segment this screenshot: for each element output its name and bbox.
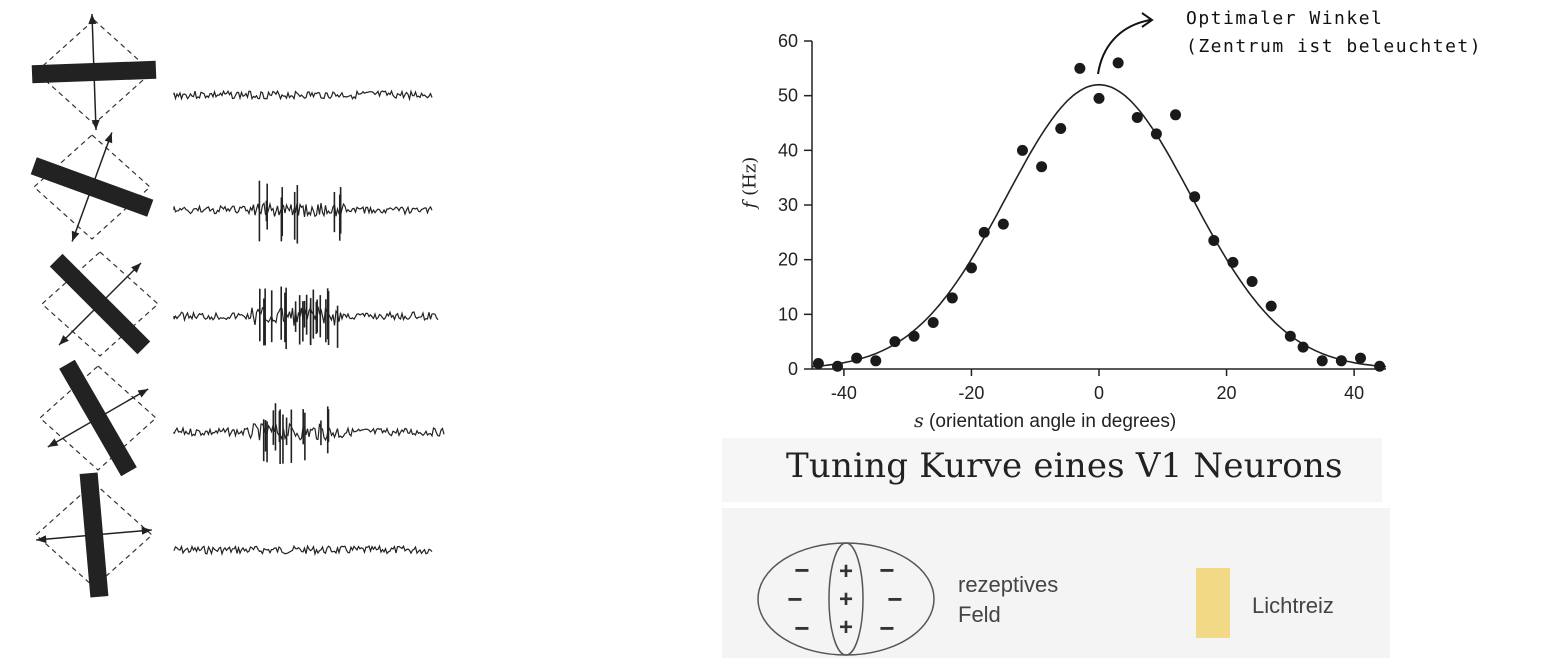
receptive-field-label-2: Feld bbox=[958, 602, 1001, 627]
off-region-sign: − bbox=[887, 584, 902, 614]
y-axis-unit: (Hz) bbox=[739, 156, 761, 196]
receptive-field-label-1: rezeptives bbox=[958, 572, 1059, 597]
data-point bbox=[1297, 341, 1309, 353]
receptive-field-legend: − −− −− −+++ bbox=[757, 542, 935, 656]
title-panel bbox=[722, 438, 1382, 502]
receptive-field-outline bbox=[41, 251, 159, 357]
arrowhead bbox=[71, 230, 80, 242]
x-axis-label: s (orientation angle in degrees) bbox=[914, 410, 1176, 433]
spike-trace bbox=[173, 89, 433, 102]
data-point bbox=[1208, 235, 1220, 247]
motion-arrow bbox=[91, 14, 97, 130]
x-tick-label: 20 bbox=[1217, 383, 1237, 403]
arrowhead bbox=[137, 389, 149, 398]
data-point bbox=[1227, 256, 1239, 268]
data-point bbox=[946, 292, 958, 304]
off-region-sign: − bbox=[879, 555, 894, 585]
data-point bbox=[1265, 300, 1277, 312]
data-point bbox=[1074, 62, 1086, 74]
data-point bbox=[870, 355, 882, 367]
y-axis-label: f (Hz) bbox=[739, 157, 760, 209]
data-point bbox=[965, 262, 977, 274]
data-point bbox=[1150, 128, 1162, 140]
data-point bbox=[1112, 57, 1124, 69]
receptive-field-outline bbox=[39, 365, 157, 471]
data-point bbox=[1170, 109, 1182, 121]
y-tick-label: 0 bbox=[788, 359, 798, 379]
y-axis-var: f bbox=[739, 201, 761, 209]
data-point bbox=[1335, 355, 1347, 367]
light-stimulus-swatch bbox=[1196, 568, 1230, 638]
off-region-sign: − bbox=[794, 613, 809, 643]
x-tick-label: -40 bbox=[831, 383, 857, 403]
data-point bbox=[832, 360, 844, 372]
receptive-field-center bbox=[828, 542, 864, 656]
annotation-line-1: Optimaler Winkel bbox=[1186, 8, 1384, 29]
x-tick-label: 0 bbox=[1094, 383, 1104, 403]
y-tick-label: 60 bbox=[778, 31, 798, 51]
x-axis-desc: (orientation angle in degrees) bbox=[929, 411, 1177, 432]
off-region-sign: − bbox=[794, 555, 809, 585]
arrowhead bbox=[141, 526, 152, 535]
arrowhead bbox=[91, 119, 100, 130]
arrowhead bbox=[47, 438, 59, 447]
motion-arrow bbox=[71, 132, 113, 242]
data-point bbox=[1246, 276, 1258, 288]
motion-arrow bbox=[58, 262, 142, 346]
arrowhead bbox=[36, 535, 47, 544]
receptive-field-outline bbox=[33, 134, 151, 240]
y-tick-label: 20 bbox=[778, 250, 798, 270]
annotation-arrowhead bbox=[1141, 12, 1154, 28]
data-point bbox=[908, 330, 920, 342]
light-stimulus-label: Lichtreiz bbox=[1252, 593, 1334, 618]
legend-panel bbox=[722, 508, 1390, 658]
motion-arrow bbox=[47, 388, 149, 448]
spike-trace bbox=[173, 422, 445, 442]
spike-trace bbox=[173, 544, 433, 557]
data-point bbox=[927, 317, 939, 329]
data-point bbox=[812, 358, 824, 370]
y-tick-label: 30 bbox=[778, 195, 798, 215]
data-point bbox=[1284, 330, 1296, 342]
on-region-sign: + bbox=[839, 586, 853, 613]
arrowhead bbox=[104, 132, 113, 144]
data-point bbox=[1093, 92, 1105, 104]
x-axis-var: s bbox=[914, 410, 924, 432]
off-region-sign: − bbox=[787, 584, 802, 614]
on-region-sign: + bbox=[839, 614, 853, 641]
off-region-sign: − bbox=[879, 613, 894, 643]
on-region-sign: + bbox=[839, 558, 853, 585]
data-point bbox=[997, 218, 1009, 230]
x-tick-label: -20 bbox=[958, 383, 984, 403]
data-point bbox=[1189, 191, 1201, 203]
data-point bbox=[851, 352, 863, 364]
tuning-curve-plot: 0 10 20 30 40 50 60 -40 -20 0 20 40 bbox=[778, 12, 1387, 403]
y-tick-label: 10 bbox=[778, 304, 798, 324]
data-point bbox=[1316, 355, 1328, 367]
arrowhead bbox=[58, 335, 69, 346]
chart-title: Tuning Kurve eines V1 Neurons bbox=[786, 446, 1343, 486]
data-point bbox=[1016, 144, 1028, 156]
motion-arrow bbox=[36, 529, 152, 541]
annotation-arrow bbox=[1097, 19, 1151, 75]
data-point bbox=[1354, 352, 1366, 364]
tuning-fit-curve bbox=[811, 83, 1387, 368]
data-point bbox=[1036, 161, 1048, 173]
data-point bbox=[1131, 112, 1143, 124]
spike-trace bbox=[173, 201, 433, 218]
y-tick-label: 50 bbox=[778, 86, 798, 106]
stimulus-panel bbox=[30, 14, 445, 598]
data-point bbox=[1374, 360, 1386, 372]
annotation-line-2: (Zentrum ist beleuchtet) bbox=[1186, 36, 1483, 57]
arrowhead bbox=[88, 14, 97, 25]
x-tick-label: 40 bbox=[1344, 383, 1364, 403]
data-point bbox=[1055, 122, 1067, 134]
data-point bbox=[978, 226, 990, 238]
arrowhead bbox=[131, 262, 142, 273]
data-point bbox=[889, 336, 901, 348]
y-tick-label: 40 bbox=[778, 140, 798, 160]
